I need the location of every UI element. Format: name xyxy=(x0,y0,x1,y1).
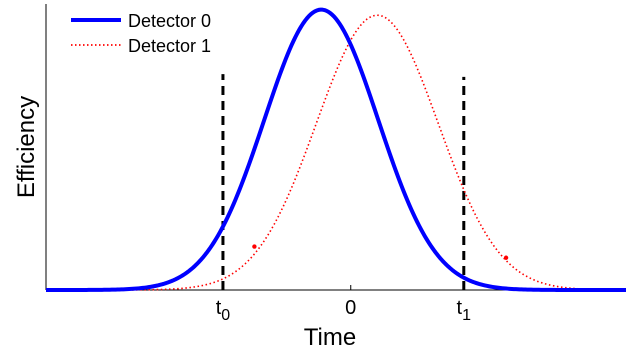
x-axis-label: Time xyxy=(304,324,356,351)
y-axis-label: Efficiency xyxy=(13,96,40,198)
series-line-detector-1 xyxy=(46,14,626,291)
plot-area: t0 0 t1 xyxy=(45,4,626,324)
threshold-lines xyxy=(221,74,466,290)
legend-label-detector-0: Detector 0 xyxy=(128,11,211,31)
x-tick-label-1: 0 xyxy=(345,297,356,319)
legend: Detector 0 Detector 1 xyxy=(71,11,211,56)
x-tick-label-2: t1 xyxy=(457,297,472,324)
series-layer xyxy=(45,7,626,292)
legend-label-detector-1: Detector 1 xyxy=(128,36,211,56)
marker-1 xyxy=(503,255,509,260)
marker-0 xyxy=(252,244,257,249)
x-tick-label-0: t0 xyxy=(216,297,231,324)
series-line-detector-0 xyxy=(45,7,626,292)
markers xyxy=(252,244,509,260)
x-ticks: t0 0 t1 xyxy=(216,285,471,324)
